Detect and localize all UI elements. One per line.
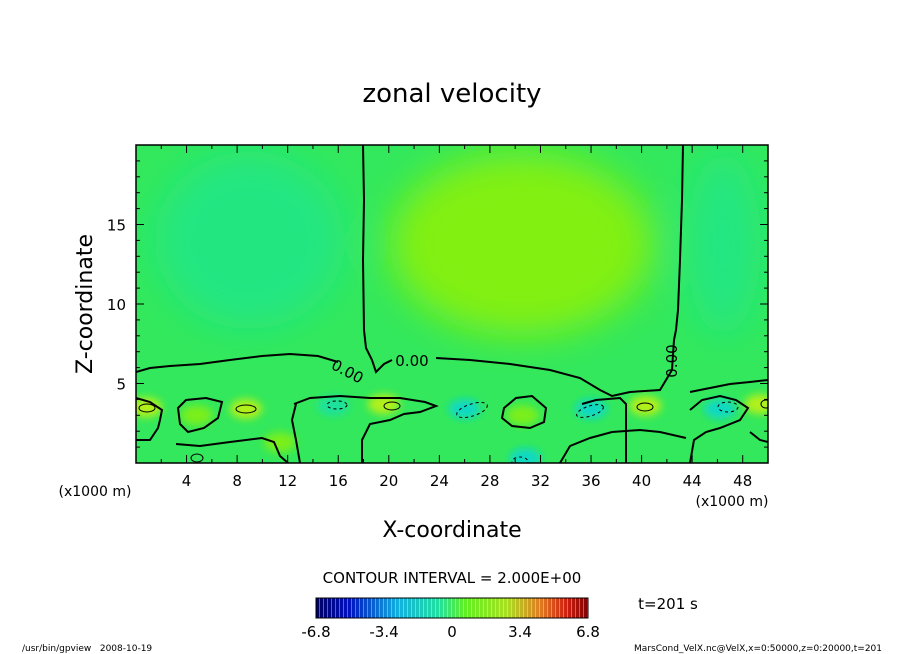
pos-contour-5	[760, 399, 768, 409]
x-tick-label: 44	[683, 472, 702, 490]
field-cell-1	[136, 397, 163, 418]
x-tick-label: 28	[480, 472, 499, 490]
lower-contour-10	[749, 431, 768, 443]
colorbar-tick-label: -3.4	[369, 623, 398, 641]
x-tick-label: 48	[733, 472, 752, 490]
pos-contour-4	[636, 402, 654, 412]
y-tick-label: 10	[107, 296, 126, 314]
pos-contour-1	[138, 403, 156, 413]
colorbar-tick-label: 0	[447, 623, 457, 641]
field-cell-9	[509, 448, 542, 463]
field-cell-4	[264, 432, 297, 453]
field-cell-11	[629, 395, 662, 416]
contour-interval: CONTOUR INTERVAL = 2.000E+00	[323, 569, 582, 587]
lower-contour-3	[175, 436, 289, 463]
lower-contour-5	[290, 403, 301, 463]
x-tick-label: 20	[379, 472, 398, 490]
neg-contour-5	[511, 456, 529, 463]
field-cells	[136, 394, 768, 463]
colorbar-frame	[315, 597, 589, 619]
pos-contour-3	[383, 401, 401, 411]
velocity-field	[136, 145, 768, 463]
footer-left: /usr/bin/gpview 2008-10-19	[22, 644, 152, 654]
positive-contours	[138, 399, 768, 463]
zone-upper-left	[154, 151, 345, 329]
y-tick-label: 5	[116, 376, 126, 394]
x-unit-right: (x1000 m)	[696, 494, 769, 510]
x-tick-label: 4	[182, 472, 192, 490]
zero-contour-right	[435, 145, 684, 398]
zero-contour-main	[136, 352, 339, 373]
x-axis-ticks: 4 8 12 16 20 24 28 32 36 40 44 48	[135, 145, 769, 490]
field-cell-7	[448, 398, 481, 419]
lower-contour-9	[689, 394, 750, 463]
x-tick-label: 36	[581, 472, 600, 490]
lower-contour-2	[176, 396, 224, 434]
lower-contour-8	[581, 396, 627, 463]
footer-right: MarsCond_VelX.nc@VelX,x=0:50000,z=0:2000…	[634, 644, 882, 654]
lower-contour-1	[136, 397, 164, 441]
lower-contour-4	[293, 394, 439, 463]
y-tick-label: 15	[107, 217, 126, 235]
colorbar: -6.8 -3.4 0 3.4 6.8	[301, 597, 600, 641]
x-unit-left: (x1000 m)	[59, 484, 132, 500]
zero-contour-mid	[361, 145, 393, 374]
zone-upper-right	[686, 152, 761, 336]
colorbar-ticks: -6.8 -3.4 0 3.4 6.8	[301, 623, 600, 641]
neg-contour-2	[456, 401, 488, 419]
colorbar-tick-label: 6.8	[576, 623, 600, 641]
time-label: t=201 s	[638, 595, 698, 613]
lower-contour-6	[500, 394, 548, 430]
neg-contour-4	[717, 401, 739, 413]
x-tick-label: 16	[329, 472, 348, 490]
lower-contour-7	[559, 428, 687, 463]
contour-label-3: 0.00	[663, 344, 681, 377]
field-cell-13	[744, 394, 768, 415]
pos-contour-2	[235, 404, 257, 414]
zero-contour-right-tail	[689, 379, 768, 393]
negative-contours	[326, 400, 739, 463]
chart-title: zonal velocity	[362, 79, 541, 109]
neg-contour-3	[576, 404, 604, 418]
pos-contour-6	[190, 453, 204, 463]
x-tick-label: 32	[531, 472, 550, 490]
colorbar-stripes	[316, 598, 588, 618]
x-tick-label: 24	[430, 472, 449, 490]
colorbar-tick-label: -6.8	[301, 623, 330, 641]
field-cell-6	[367, 394, 400, 415]
y-axis-ticks: 5 10 15	[107, 144, 768, 464]
field-cell-2	[180, 405, 213, 426]
field-cell-12	[703, 398, 736, 419]
field-cell-8	[506, 405, 539, 426]
zone-upper-mid	[389, 152, 654, 336]
x-axis-label: X-coordinate	[382, 518, 521, 543]
y-axis-label: Z-coordinate	[73, 234, 98, 374]
field-cell-3	[229, 398, 262, 419]
field-zones	[154, 151, 761, 336]
neg-contour-1	[326, 400, 348, 410]
contour-label-1: 0.00	[395, 352, 428, 370]
contour-lines	[136, 145, 768, 463]
x-tick-label: 40	[632, 472, 651, 490]
x-tick-label: 12	[278, 472, 297, 490]
x-tick-label: 8	[232, 472, 242, 490]
colorbar-tick-label: 3.4	[508, 623, 532, 641]
field-cell-5	[317, 395, 350, 416]
